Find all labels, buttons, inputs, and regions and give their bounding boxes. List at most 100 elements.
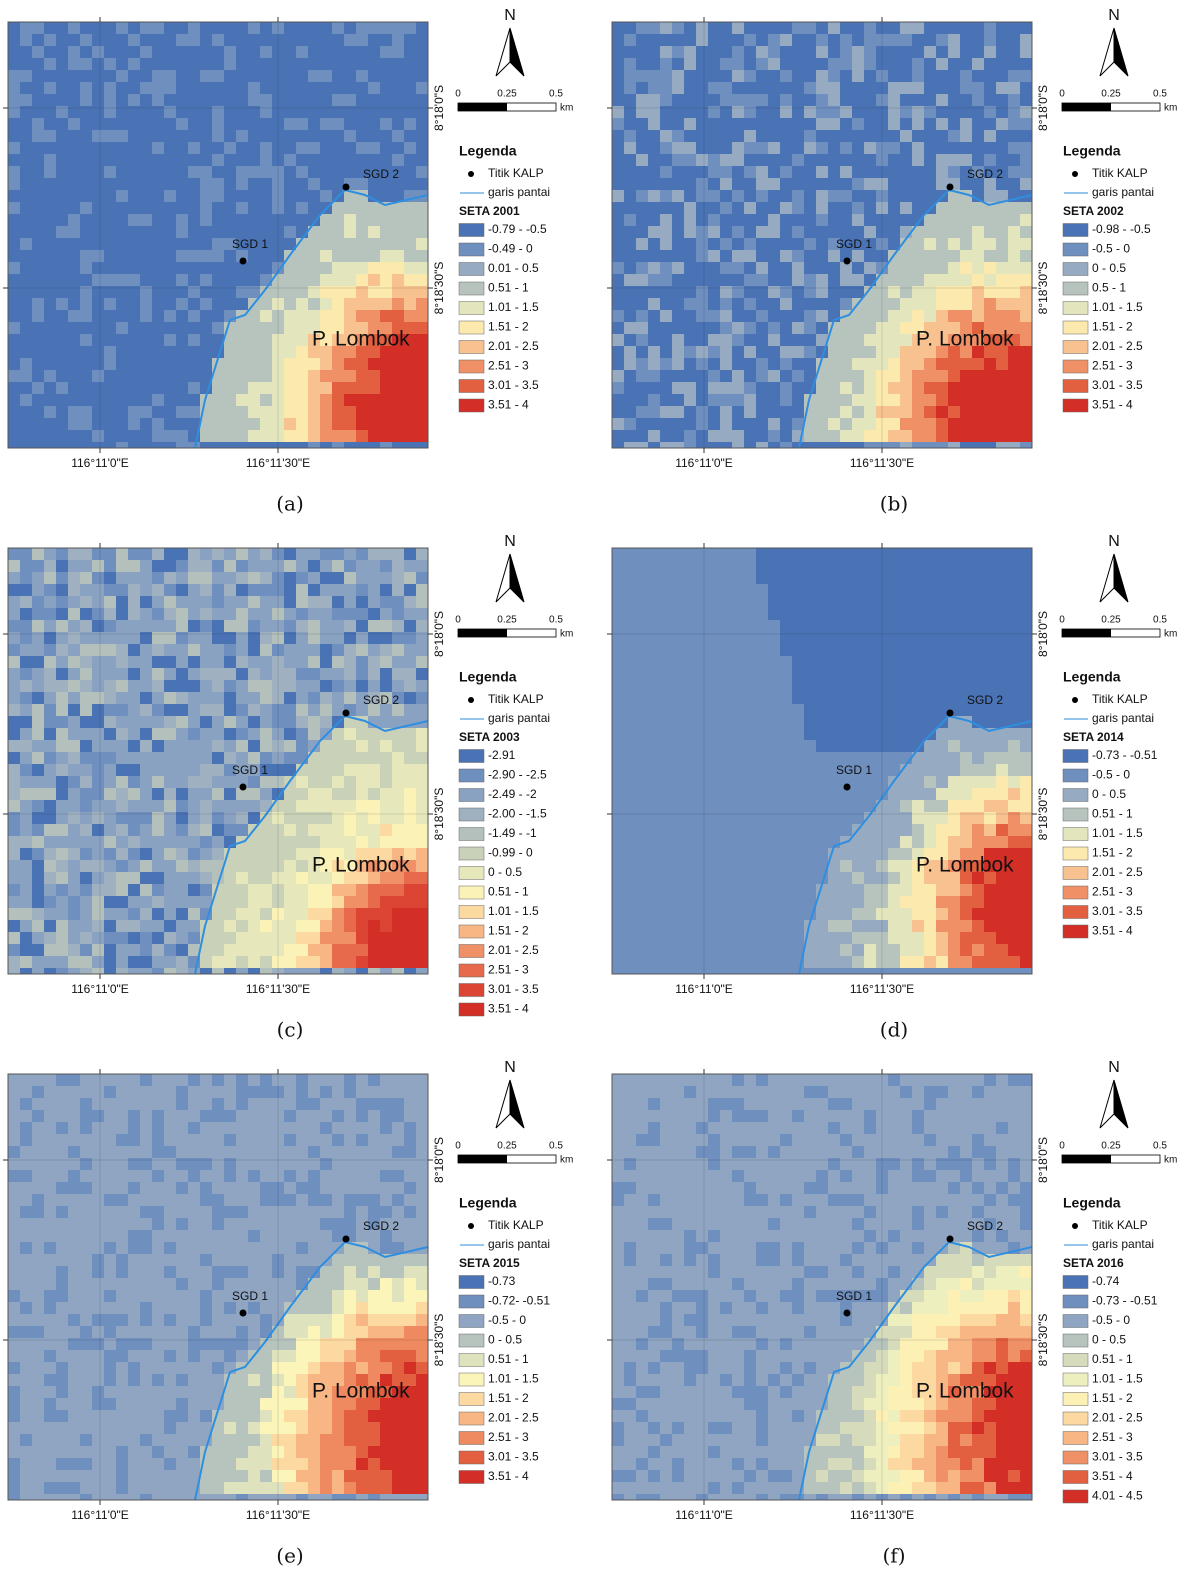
raster-cell bbox=[900, 274, 912, 286]
raster-cell bbox=[900, 620, 912, 632]
legend-swatch bbox=[459, 282, 484, 295]
raster-cell bbox=[912, 644, 924, 656]
raster-cell bbox=[684, 896, 696, 908]
raster-cell bbox=[380, 58, 392, 70]
raster-cell bbox=[404, 968, 416, 974]
raster-cell bbox=[624, 166, 636, 178]
raster-cell bbox=[44, 250, 56, 262]
raster-cell bbox=[8, 884, 20, 896]
raster-cell bbox=[188, 298, 200, 310]
raster-cell bbox=[68, 22, 80, 34]
raster-cell bbox=[888, 322, 900, 334]
raster-cell bbox=[92, 346, 104, 358]
raster-cell bbox=[996, 572, 1008, 584]
raster-cell bbox=[1020, 334, 1032, 346]
raster-cell bbox=[756, 370, 768, 382]
raster-cell bbox=[636, 178, 648, 190]
raster-cell bbox=[92, 214, 104, 226]
raster-cell bbox=[996, 82, 1008, 94]
raster-cell bbox=[344, 764, 356, 776]
raster-cell bbox=[684, 548, 696, 560]
raster-cell bbox=[768, 346, 780, 358]
raster-cell bbox=[308, 548, 320, 560]
raster-cell bbox=[128, 800, 140, 812]
raster-cell bbox=[320, 956, 332, 968]
raster-cell bbox=[864, 418, 876, 430]
raster-cell bbox=[756, 118, 768, 130]
raster-cell bbox=[636, 824, 648, 836]
raster-cell bbox=[296, 872, 308, 884]
raster-cell bbox=[32, 250, 44, 262]
raster-cell bbox=[696, 764, 708, 776]
raster-cell bbox=[140, 250, 152, 262]
raster-cell bbox=[888, 334, 900, 346]
raster-cell bbox=[912, 178, 924, 190]
raster-cell bbox=[852, 382, 864, 394]
raster-cell bbox=[116, 668, 128, 680]
raster-cell bbox=[164, 94, 176, 106]
raster-cell bbox=[152, 920, 164, 932]
raster-cell bbox=[660, 166, 672, 178]
raster-cell bbox=[804, 154, 816, 166]
raster-cell bbox=[176, 920, 188, 932]
raster-cell bbox=[260, 560, 272, 572]
raster-cell bbox=[368, 608, 380, 620]
raster-cell bbox=[672, 34, 684, 46]
raster-cell bbox=[936, 370, 948, 382]
raster-cell bbox=[768, 668, 780, 680]
raster-cell bbox=[212, 920, 224, 932]
raster-cell bbox=[672, 22, 684, 34]
raster-cell bbox=[924, 406, 936, 418]
raster-cell bbox=[792, 226, 804, 238]
raster-cell bbox=[984, 370, 996, 382]
raster bbox=[8, 548, 428, 974]
raster-cell bbox=[20, 274, 32, 286]
raster-cell bbox=[612, 704, 624, 716]
raster-cell bbox=[380, 118, 392, 130]
raster-cell bbox=[696, 668, 708, 680]
raster-cell bbox=[912, 34, 924, 46]
raster-cell bbox=[684, 250, 696, 262]
raster-cell bbox=[212, 836, 224, 848]
raster-cell bbox=[1008, 166, 1020, 178]
raster-cell bbox=[56, 94, 68, 106]
raster-cell bbox=[188, 442, 200, 448]
raster-cell bbox=[684, 668, 696, 680]
raster-cell bbox=[32, 214, 44, 226]
raster-cell bbox=[1020, 620, 1032, 632]
raster-cell bbox=[44, 94, 56, 106]
raster-cell bbox=[80, 94, 92, 106]
raster-cell bbox=[612, 274, 624, 286]
raster-cell bbox=[948, 130, 960, 142]
raster-cell bbox=[404, 560, 416, 572]
raster-cell bbox=[332, 908, 344, 920]
raster-cell bbox=[404, 884, 416, 896]
raster-cell bbox=[828, 382, 840, 394]
raster-cell bbox=[344, 394, 356, 406]
raster-cell bbox=[744, 596, 756, 608]
raster-cell bbox=[368, 406, 380, 418]
raster-cell bbox=[1020, 704, 1032, 716]
raster-cell bbox=[864, 608, 876, 620]
raster-cell bbox=[164, 274, 176, 286]
raster-cell bbox=[140, 716, 152, 728]
raster-cell bbox=[768, 394, 780, 406]
raster-cell bbox=[900, 22, 912, 34]
raster-cell bbox=[236, 560, 248, 572]
raster-cell bbox=[900, 370, 912, 382]
raster-cell bbox=[92, 848, 104, 860]
raster-cell bbox=[92, 430, 104, 442]
raster-cell bbox=[672, 668, 684, 680]
raster-cell bbox=[708, 776, 720, 788]
raster-cell bbox=[8, 442, 20, 448]
raster-cell bbox=[356, 130, 368, 142]
raster-cell bbox=[368, 668, 380, 680]
raster-cell bbox=[960, 560, 972, 572]
raster-cell bbox=[116, 442, 128, 448]
raster-cell bbox=[68, 896, 80, 908]
raster-cell bbox=[164, 322, 176, 334]
raster-cell bbox=[720, 442, 732, 448]
raster-cell bbox=[612, 692, 624, 704]
raster-cell bbox=[1020, 250, 1032, 262]
raster-cell bbox=[660, 142, 672, 154]
